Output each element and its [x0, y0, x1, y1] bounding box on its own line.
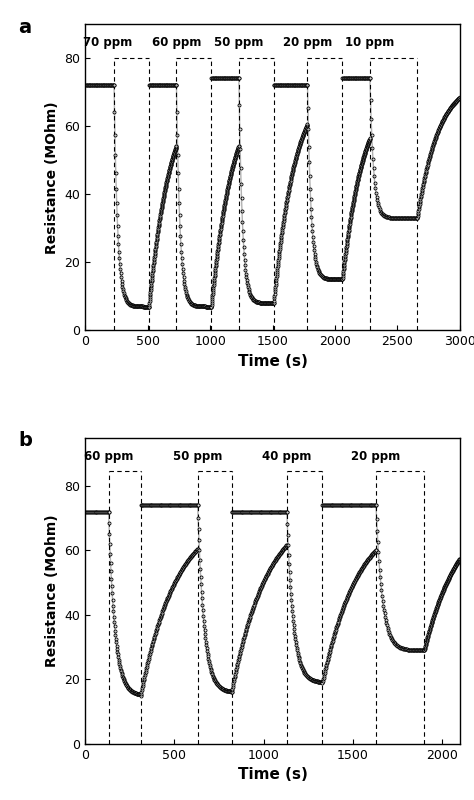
Text: 10 ppm: 10 ppm [345, 36, 394, 50]
Y-axis label: Resistance (MOhm): Resistance (MOhm) [45, 101, 59, 254]
Y-axis label: Resistance (MOhm): Resistance (MOhm) [45, 514, 59, 667]
Text: 40 ppm: 40 ppm [262, 450, 311, 463]
Text: 50 ppm: 50 ppm [173, 450, 222, 463]
Text: 20 ppm: 20 ppm [351, 450, 401, 463]
Text: b: b [18, 431, 32, 450]
Text: 70 ppm: 70 ppm [82, 36, 132, 50]
Text: 60 ppm: 60 ppm [152, 36, 201, 50]
X-axis label: Time (s): Time (s) [237, 767, 308, 782]
Text: a: a [18, 18, 31, 37]
Text: 60 ppm: 60 ppm [84, 450, 133, 463]
Text: 20 ppm: 20 ppm [283, 36, 332, 50]
Text: 50 ppm: 50 ppm [214, 36, 264, 50]
X-axis label: Time (s): Time (s) [237, 354, 308, 369]
